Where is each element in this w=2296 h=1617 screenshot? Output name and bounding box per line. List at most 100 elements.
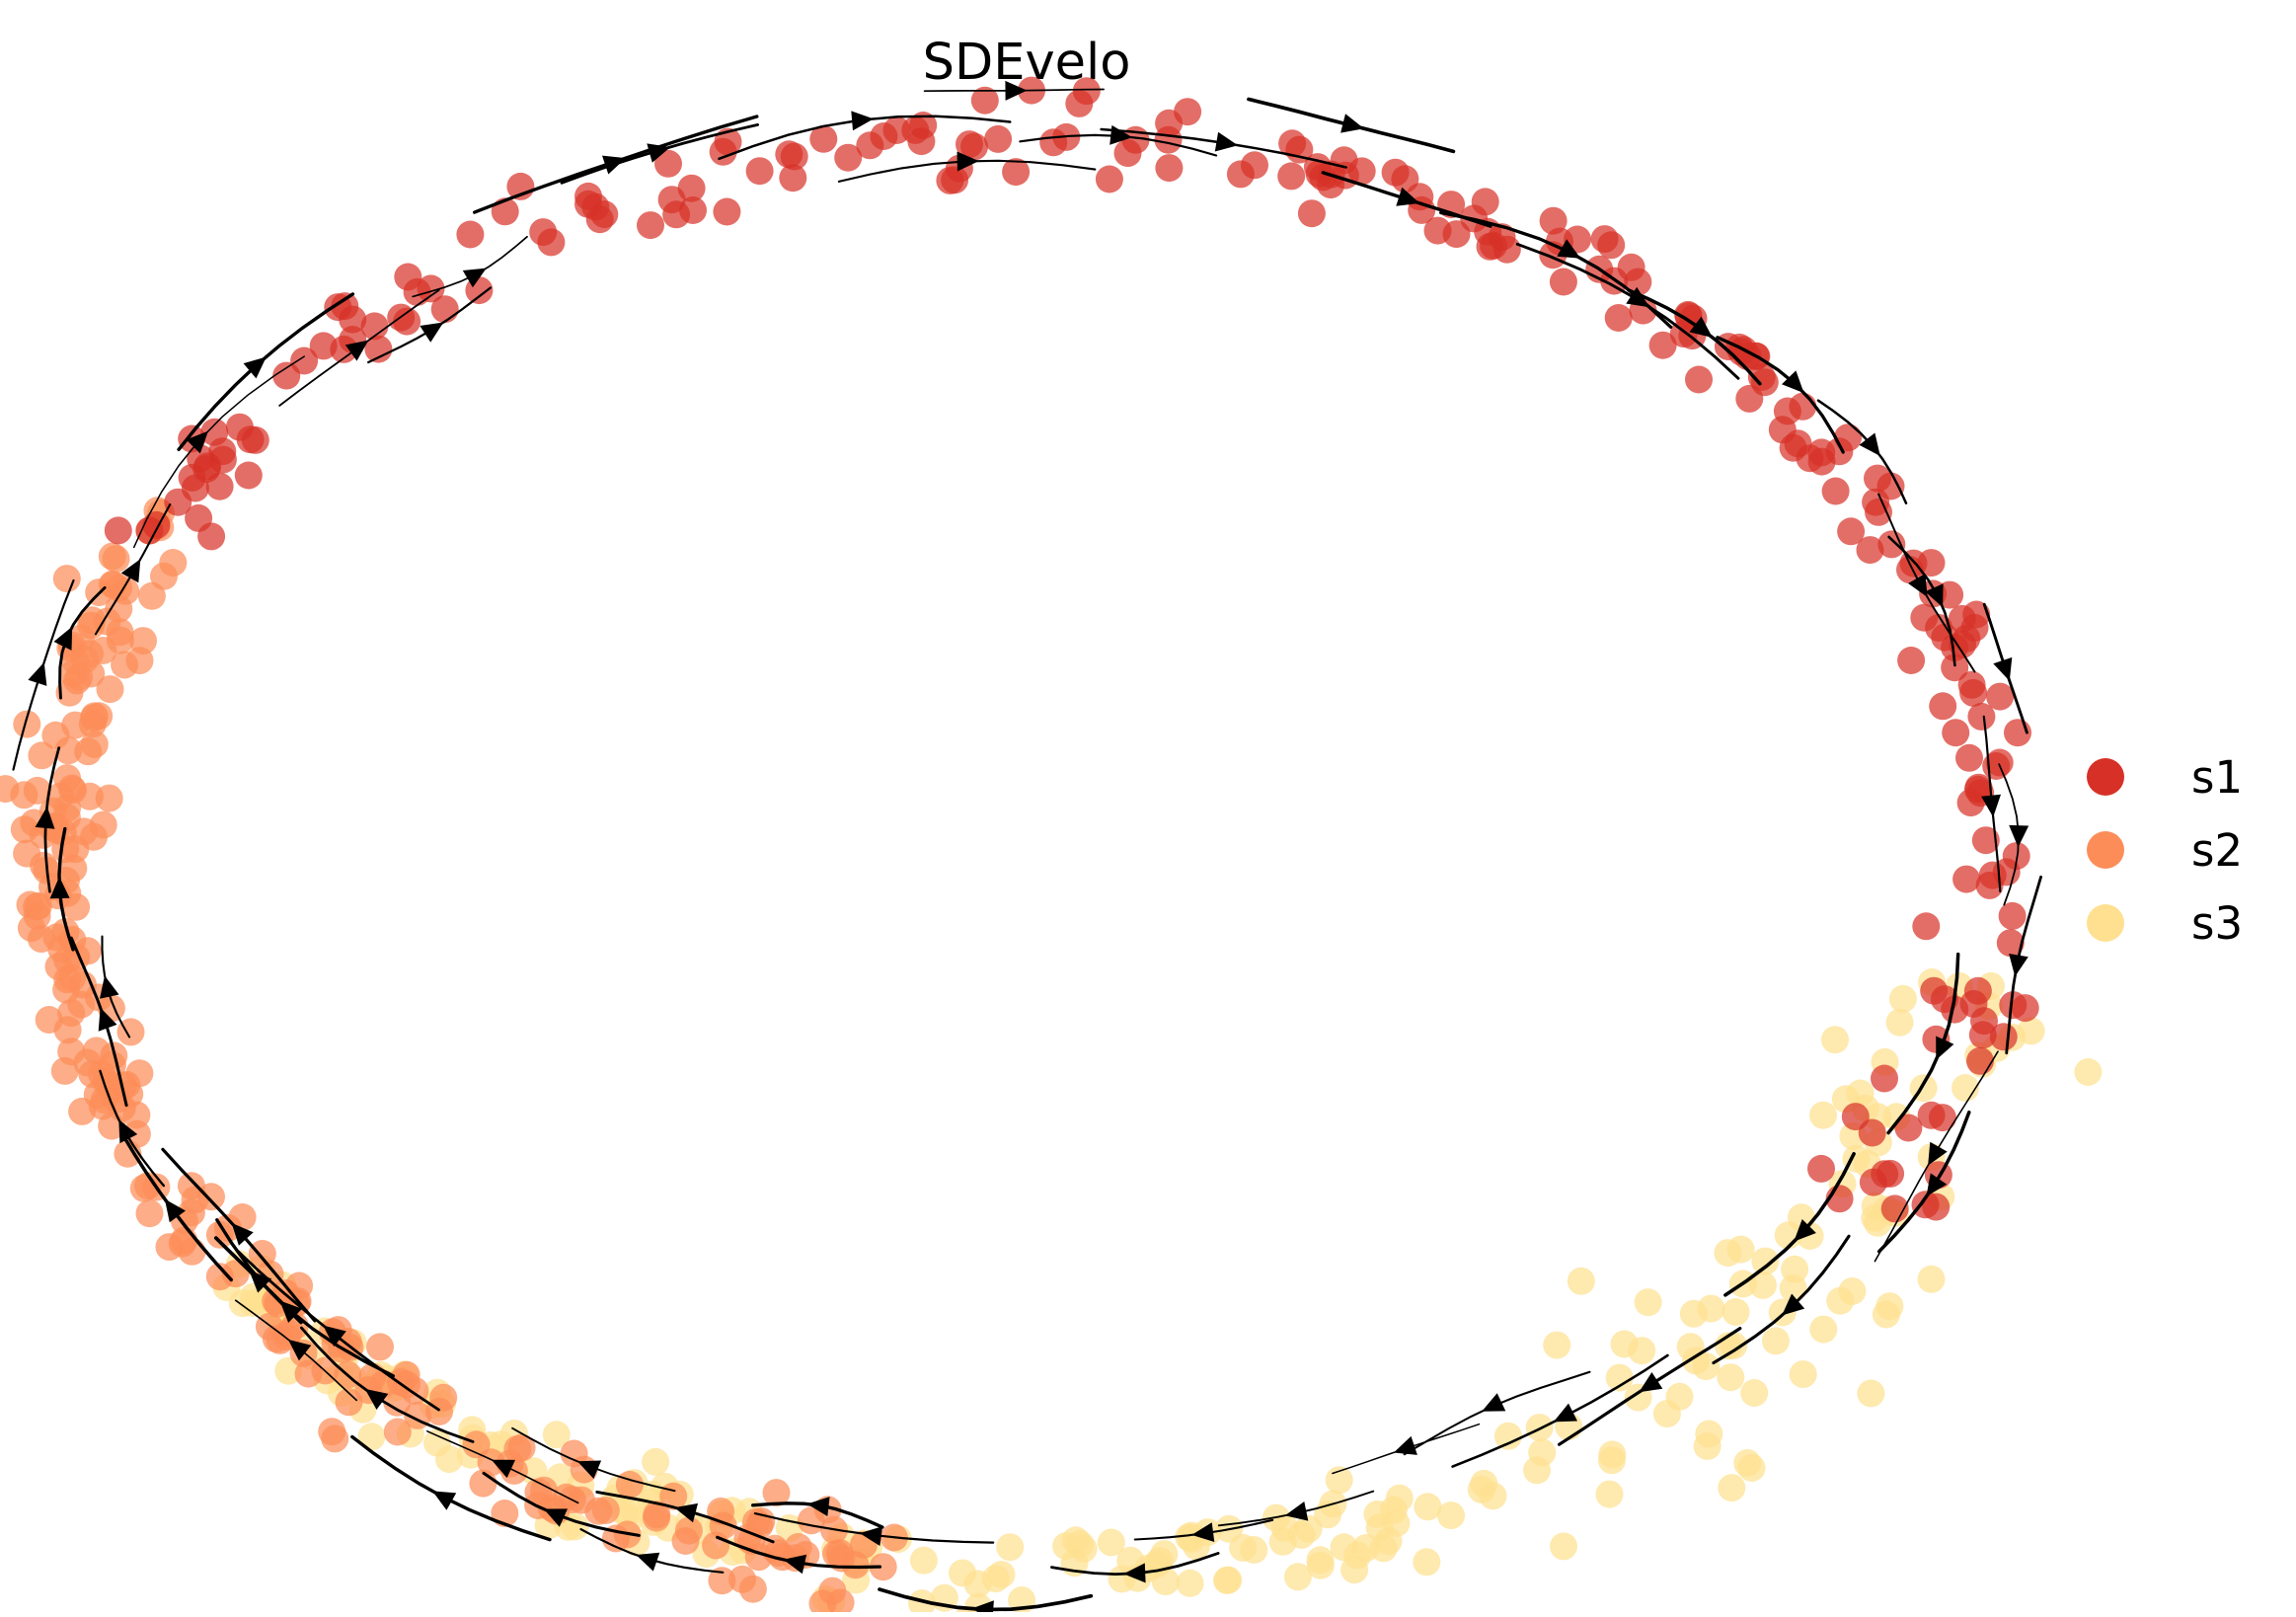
legend-item-s3[interactable]: s3: [2087, 897, 2243, 950]
point-s3: [1751, 1247, 1780, 1275]
point-s1: [1002, 158, 1031, 187]
point-s2: [294, 1359, 323, 1388]
streamline-arrow: [636, 1552, 660, 1572]
streamline-arrow: [344, 340, 369, 361]
point-s1: [394, 263, 422, 291]
streamline-arrow: [576, 1460, 602, 1479]
streamline-arrow: [1981, 794, 2001, 817]
point-s2: [560, 1439, 588, 1468]
streamline-arrow: [674, 1502, 698, 1523]
point-s1: [430, 295, 459, 324]
streamline-arrow: [2009, 954, 2028, 977]
streamline-arrow: [1639, 1372, 1663, 1393]
point-s3: [1567, 1267, 1595, 1295]
velocity-streamlines: [12, 80, 2042, 1617]
point-s1: [1685, 365, 1713, 394]
streamline-arrow: [859, 1526, 883, 1546]
scatter-points: [0, 76, 2103, 1617]
streamline-arrow: [49, 877, 70, 899]
streamline-arrow: [647, 143, 671, 163]
legend-marker-s3: [2087, 904, 2124, 942]
point-s1: [984, 124, 1013, 153]
legend-item-s1[interactable]: s1: [2087, 751, 2243, 804]
point-s3: [1718, 1474, 1746, 1502]
point-s2: [808, 1589, 837, 1617]
point-s3: [1605, 1363, 1634, 1392]
point-s1: [1768, 416, 1797, 444]
point-s1: [1796, 444, 1824, 473]
point-s1: [272, 361, 301, 390]
point-s3: [542, 1421, 571, 1449]
point-s3: [2074, 1058, 2103, 1086]
point-s3: [1846, 1079, 1875, 1108]
streamline-arrow: [491, 1459, 515, 1479]
point-s3: [1737, 1454, 1766, 1482]
point-s1: [1971, 826, 2000, 855]
point-s3: [1634, 1288, 1662, 1317]
point-s1: [745, 157, 774, 186]
point-s2: [738, 1575, 767, 1603]
point-s1: [1174, 98, 1202, 126]
point-s1: [1894, 1114, 1923, 1142]
point-s2: [197, 1183, 225, 1211]
streamline-arrow: [364, 1388, 389, 1410]
point-s3: [1761, 1327, 1790, 1355]
point-s1: [1982, 752, 2011, 780]
point-s2: [95, 784, 123, 812]
streamline-arrow: [783, 1554, 807, 1575]
point-s2: [80, 704, 109, 732]
point-s2: [643, 1503, 670, 1532]
point-s3: [996, 1533, 1025, 1562]
streamline-arrow: [98, 1007, 117, 1032]
point-s1: [1297, 199, 1326, 228]
streamline-arrow: [806, 1497, 830, 1516]
point-s3: [1628, 1337, 1656, 1365]
point-s1: [456, 220, 485, 249]
point-s1: [909, 112, 938, 139]
point-s3: [1340, 1556, 1369, 1584]
streamline-arrow: [1782, 1293, 1805, 1316]
streamline-arrow: [1908, 574, 1928, 597]
point-s1: [1492, 235, 1521, 264]
point-s3: [1809, 1101, 1837, 1129]
legend-label-s2: s2: [2191, 824, 2243, 877]
point-s1: [956, 130, 983, 159]
point-s2: [318, 1418, 346, 1446]
point-s3: [1857, 1379, 1885, 1408]
point-s1: [2011, 994, 2039, 1023]
point-s2: [159, 549, 188, 577]
point-s3: [1550, 1532, 1577, 1561]
point-s1: [2002, 842, 2030, 871]
point-s1: [1423, 216, 1452, 245]
point-s2: [168, 1229, 196, 1258]
legend-item-s2[interactable]: s2: [2087, 824, 2243, 877]
point-s1: [1966, 1046, 1994, 1075]
point-s3: [1176, 1569, 1204, 1597]
point-s3: [1306, 1546, 1335, 1575]
streamline-arrow: [1859, 432, 1880, 456]
point-s3: [1885, 1008, 1914, 1037]
point-s1: [1747, 363, 1776, 391]
streamline-arrow: [1782, 370, 1804, 394]
point-s1: [309, 332, 338, 360]
point-s2: [67, 990, 96, 1019]
streamline-arrow: [1482, 1393, 1506, 1412]
point-s1: [1241, 151, 1268, 180]
point-s1: [834, 143, 863, 172]
point-s1: [234, 461, 263, 490]
point-s3: [1789, 1360, 1817, 1389]
point-s2: [591, 1497, 620, 1524]
point-s2: [568, 1486, 595, 1514]
point-s1: [1095, 165, 1123, 193]
point-s1: [135, 516, 164, 545]
streamline-arrow: [53, 626, 73, 651]
point-s1: [1897, 647, 1926, 674]
point-s1: [1864, 464, 1891, 493]
point-s1: [360, 312, 389, 341]
streamline-arrow: [1993, 656, 2013, 681]
point-s1: [1986, 682, 2015, 711]
point-s3: [1523, 1456, 1551, 1485]
streamline-arrow: [1557, 239, 1581, 259]
point-s2: [841, 1551, 870, 1579]
